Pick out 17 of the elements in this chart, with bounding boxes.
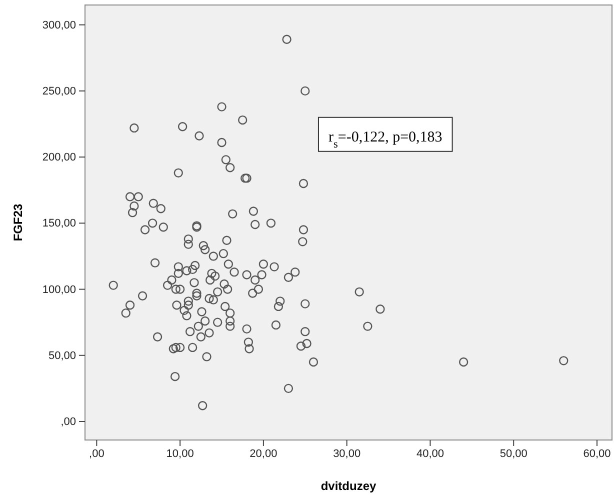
x-tick-label: 10,00 <box>166 448 194 460</box>
x-tick-label: 40,00 <box>416 448 444 460</box>
annotation: r$_{s}$=-0,122, p=0,183 <box>328 129 442 150</box>
x-tick-label: 60,00 <box>583 448 611 460</box>
y-tick-label: ,00 <box>60 416 76 428</box>
y-tick-label: 200,00 <box>42 152 76 164</box>
y-axis-title: FGF23 <box>11 204 25 242</box>
y-tick-label: 50,00 <box>48 350 76 362</box>
x-tick-label: 20,00 <box>250 448 278 460</box>
x-tick-label: 30,00 <box>333 448 361 460</box>
y-tick-label: 150,00 <box>42 218 76 230</box>
x-axis-title: dvitduzey <box>320 479 376 493</box>
x-tick-label: 50,00 <box>500 448 528 460</box>
x-tick-label: ,00 <box>89 448 104 460</box>
y-tick-label: 250,00 <box>42 85 76 98</box>
y-tick-label: 300,00 <box>42 19 76 32</box>
y-tick-label: 100,00 <box>42 284 76 296</box>
